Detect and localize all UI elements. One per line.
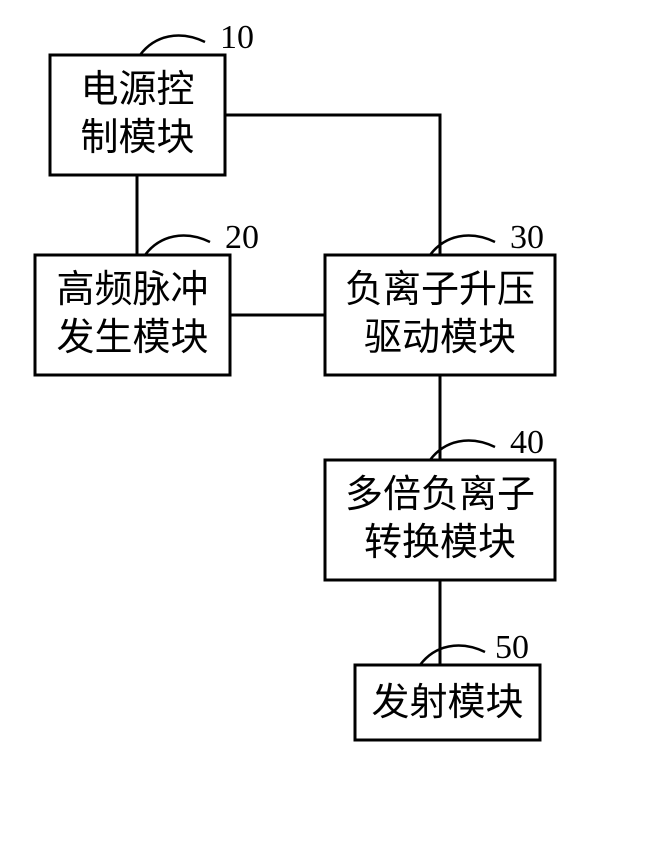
block-diagram: 电源控制模块 10 高频脉冲发生模块 20 负离子升压驱动模块 30 多倍负离子转换模块 40… <box>0 0 670 846</box>
node-text-line1: 电源控 <box>80 69 194 111</box>
label-leader <box>145 236 210 255</box>
node-number: 50 <box>495 629 529 666</box>
node-text-line2: 驱动模块 <box>364 317 516 359</box>
node-n10: 电源控制模块 10 <box>50 19 254 175</box>
node-text-line2: 制模块 <box>80 117 194 159</box>
node-text-line1: 发射模块 <box>371 682 523 724</box>
node-text-line2: 发生模块 <box>56 317 208 359</box>
label-leader <box>420 646 485 665</box>
node-text-line2: 转换模块 <box>364 522 516 564</box>
node-number: 30 <box>510 219 544 256</box>
node-n20: 高频脉冲发生模块 20 <box>35 219 259 375</box>
node-number: 10 <box>220 19 254 56</box>
node-text-line1: 高频脉冲 <box>56 269 208 311</box>
label-leader <box>140 36 205 55</box>
nodes: 电源控制模块 10 高频脉冲发生模块 20 负离子升压驱动模块 30 多倍负离子转换模块 40… <box>35 19 555 740</box>
node-n50: 发射模块 50 <box>355 629 540 740</box>
node-text-line1: 负离子升压 <box>345 269 535 311</box>
node-text-line1: 多倍负离子 <box>345 474 535 516</box>
node-number: 20 <box>225 219 259 256</box>
node-number: 40 <box>510 424 544 461</box>
edges <box>137 115 440 665</box>
